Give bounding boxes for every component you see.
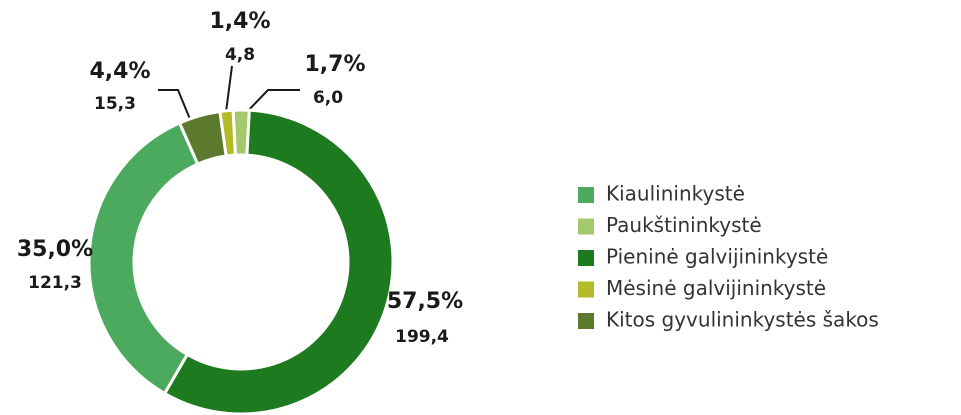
amount-label: 6,0	[313, 88, 343, 108]
percent-label: 57,5%	[387, 289, 463, 314]
donut-segment	[87, 120, 200, 396]
percent-label: 35,0%	[17, 237, 93, 262]
leader-line	[242, 89, 300, 117]
percent-label: 1,7%	[304, 52, 365, 77]
legend-swatch	[578, 313, 594, 329]
amount-label: 121,3	[28, 273, 82, 293]
percent-label: 4,4%	[89, 59, 150, 84]
donut-segment	[162, 108, 395, 415]
amount-label: 199,4	[395, 327, 449, 347]
legend-swatch	[578, 250, 594, 266]
legend-label: Pieninė galvijininkystė	[606, 245, 828, 269]
legend-label: Paukštininkystė	[606, 213, 762, 237]
donut-segment	[177, 109, 228, 167]
amount-label: 4,8	[225, 45, 255, 65]
amount-label: 15,3	[94, 94, 136, 114]
legend-label: Mėsinė galvijininkystė	[606, 276, 826, 300]
legend-swatch	[578, 187, 594, 203]
legend-label: Kiaulininkystė	[606, 182, 745, 206]
legend-swatch	[578, 281, 594, 298]
legend-label: Kitos gyvulininkystės šakos	[606, 308, 879, 332]
leader-line	[225, 65, 233, 113]
percent-label: 1,4%	[209, 9, 270, 34]
legend-swatch	[578, 218, 594, 235]
leader-line	[158, 89, 193, 125]
